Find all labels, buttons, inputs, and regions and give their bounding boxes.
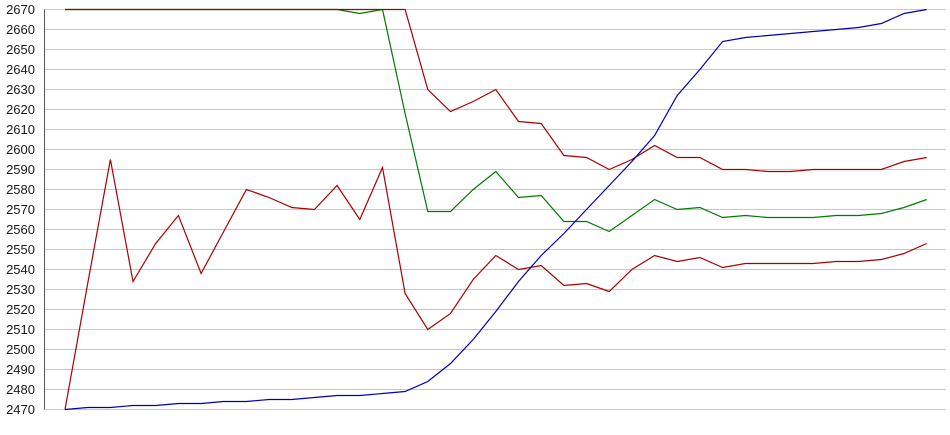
y-tick-label: 2610 <box>6 122 35 137</box>
y-tick-label: 2530 <box>6 282 35 297</box>
y-tick-label: 2670 <box>6 2 35 17</box>
y-tick-label: 2550 <box>6 242 35 257</box>
y-tick-label: 2570 <box>6 202 35 217</box>
y-axis: 2670 2660 2650 2640 2630 2620 2610 2600 2590 2580… <box>0 0 40 435</box>
y-tick-label: 2490 <box>6 362 35 377</box>
y-tick-label: 2660 <box>6 22 35 37</box>
lower-red-line <box>64 159 927 410</box>
y-tick-label: 2500 <box>6 342 35 357</box>
y-tick-label: 2620 <box>6 102 35 117</box>
y-tick-label: 2600 <box>6 142 35 157</box>
blue-line <box>64 8 927 411</box>
y-tick-label: 2540 <box>6 262 35 277</box>
y-tick-label: 2470 <box>6 402 35 417</box>
y-tick-label: 2480 <box>6 382 35 397</box>
y-tick-label: 2650 <box>6 42 35 57</box>
y-tick-label: 2640 <box>6 62 35 77</box>
y-tick-label: 2580 <box>6 182 35 197</box>
y-tick-label: 2590 <box>6 162 35 177</box>
upper-red-line <box>65 8 927 173</box>
y-tick-label: 2560 <box>6 222 35 237</box>
y-tick-label: 2510 <box>6 322 35 337</box>
green-line <box>65 8 927 233</box>
y-tick-label: 2520 <box>6 302 35 317</box>
y-tick-label: 2630 <box>6 82 35 97</box>
